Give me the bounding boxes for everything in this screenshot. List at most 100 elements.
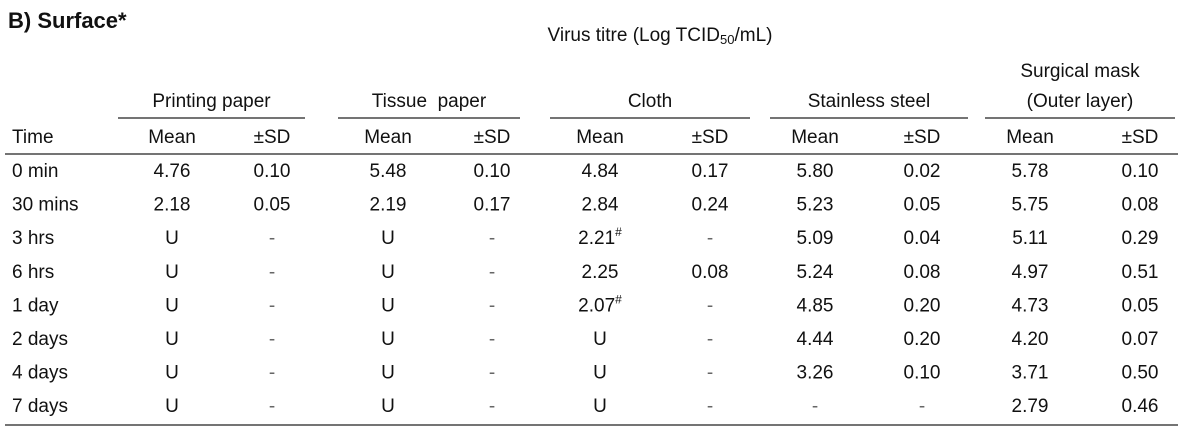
cell: -	[269, 295, 275, 316]
cell: 0.08	[692, 262, 729, 283]
cell: -	[707, 329, 713, 350]
cell-value: 2.21	[578, 228, 615, 249]
cell: 5.11	[1012, 228, 1048, 249]
cell: 6 hrs	[12, 262, 54, 283]
caption-text: /mL)	[734, 25, 772, 46]
cell: -	[489, 295, 495, 316]
cell: -	[812, 396, 818, 417]
cell: 0.07	[1122, 329, 1159, 350]
cell: U	[165, 262, 179, 283]
column-header: Mean	[576, 127, 624, 148]
column-header: Mean	[1006, 127, 1054, 148]
column-header: Mean	[791, 127, 839, 148]
group-header: Stainless steel	[808, 91, 931, 112]
cell-value: 2.07	[578, 295, 615, 316]
cell: U	[381, 295, 395, 316]
cell: 0 min	[12, 161, 58, 182]
cell: 0.05	[1122, 295, 1159, 316]
cell: 3.26	[797, 363, 834, 384]
column-header: ±SD	[254, 127, 291, 148]
cell: U	[381, 262, 395, 283]
cell: 5.80	[797, 161, 834, 182]
cell: 0.10	[254, 161, 291, 182]
cell: U	[381, 396, 395, 417]
cell: 4.20	[1012, 329, 1049, 350]
cell: -	[269, 396, 275, 417]
cell: 4.97	[1012, 262, 1049, 283]
cell: U	[165, 228, 179, 249]
group-header: Cloth	[628, 91, 672, 112]
cell: -	[707, 363, 713, 384]
cell: 7 days	[12, 396, 68, 417]
cell: 2.79	[1012, 396, 1049, 417]
cell: -	[919, 396, 925, 417]
cell: -	[489, 262, 495, 283]
cell: 2.07#	[578, 293, 622, 317]
column-header: ±SD	[692, 127, 729, 148]
cell: 30 mins	[12, 195, 79, 216]
cell: -	[707, 295, 713, 316]
cell: 5.75	[1012, 195, 1049, 216]
cell: 0.46	[1122, 396, 1159, 417]
cell: 0.10	[904, 363, 941, 384]
cell: U	[593, 396, 607, 417]
cell: 0.04	[904, 228, 941, 249]
cell-note: #	[615, 225, 622, 239]
cell: 4 days	[12, 363, 68, 384]
column-header: ±SD	[474, 127, 511, 148]
cell: 2.84	[582, 195, 619, 216]
cell: 0.10	[474, 161, 511, 182]
group-header: (Outer layer)	[1027, 91, 1134, 112]
cell: 3.71	[1012, 363, 1049, 384]
cell: -	[269, 363, 275, 384]
cell: 5.09	[797, 228, 834, 249]
cell: 5.48	[370, 161, 407, 182]
cell: -	[489, 396, 495, 417]
cell: 0.02	[904, 161, 941, 182]
cell: 0.51	[1122, 262, 1159, 283]
cell: -	[269, 329, 275, 350]
cell: 0.05	[254, 195, 291, 216]
cell: 0.10	[1122, 161, 1159, 182]
group-header: Surgical mask	[1020, 61, 1140, 82]
cell: 4.76	[154, 161, 191, 182]
cell: 0.29	[1122, 228, 1159, 249]
cell: 1 day	[12, 295, 59, 316]
cell: 5.24	[797, 262, 834, 283]
cell: -	[707, 396, 713, 417]
title: B) Surface*	[8, 8, 127, 33]
cell: -	[269, 262, 275, 283]
caption-text: Virus titre (Log TCID	[548, 25, 720, 46]
cell: 2.25	[582, 262, 619, 283]
cell: 0.20	[904, 295, 941, 316]
cell: 2 days	[12, 329, 68, 350]
cell: 0.17	[692, 161, 729, 182]
cell: 0.08	[904, 262, 941, 283]
cell: U	[165, 329, 179, 350]
group-header: Tissue paper	[372, 91, 487, 112]
column-header: Mean	[148, 127, 196, 148]
cell: -	[269, 228, 275, 249]
cell: -	[489, 363, 495, 384]
cell: U	[381, 363, 395, 384]
cell: 0.17	[474, 195, 511, 216]
cell: U	[381, 228, 395, 249]
cell: U	[165, 363, 179, 384]
cell: 2.18	[154, 195, 191, 216]
cell: 0.20	[904, 329, 941, 350]
cell: U	[165, 396, 179, 417]
column-header: ±SD	[1122, 127, 1159, 148]
caption-subscript: 50	[720, 32, 734, 47]
cell-note: #	[615, 293, 622, 307]
cell: 3 hrs	[12, 228, 54, 249]
cell: 4.84	[582, 161, 619, 182]
column-header: ±SD	[904, 127, 941, 148]
cell: 0.08	[1122, 195, 1159, 216]
cell: -	[489, 228, 495, 249]
cell: 0.24	[692, 195, 729, 216]
cell: U	[165, 295, 179, 316]
cell: U	[593, 363, 607, 384]
cell: U	[381, 329, 395, 350]
cell: 0.50	[1122, 363, 1159, 384]
